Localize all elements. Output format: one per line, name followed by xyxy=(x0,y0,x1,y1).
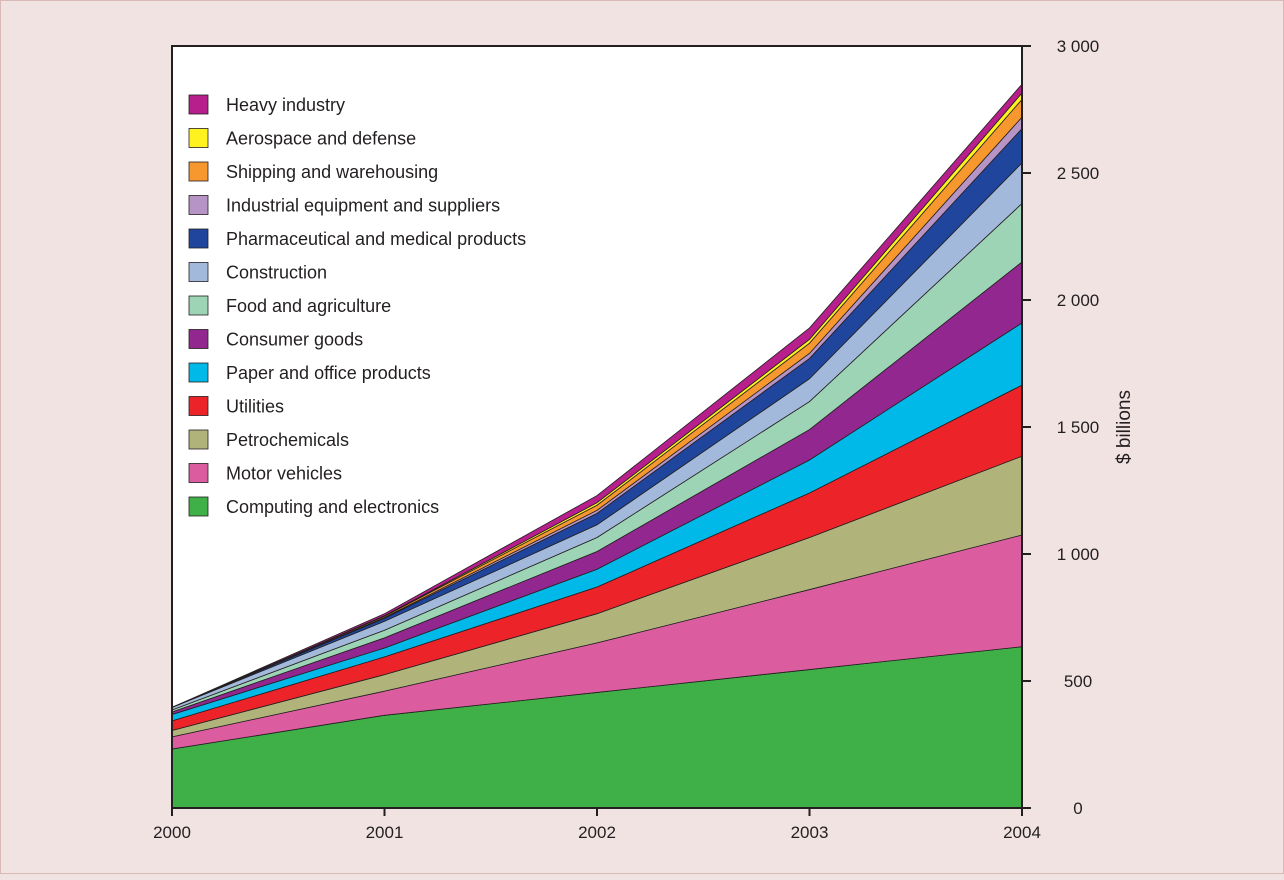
legend-swatch xyxy=(188,329,209,349)
legend-swatch xyxy=(188,228,209,249)
legend-label: Consumer goods xyxy=(226,330,363,350)
legend-label: Petrochemicals xyxy=(226,430,349,450)
y-axis-title: $ billions xyxy=(1114,390,1135,464)
legend-item-aerospace-and-defense: Aerospace and defense xyxy=(188,128,416,149)
legend-item-motor-vehicles: Motor vehicles xyxy=(188,463,342,484)
legend-item-paper-and-office-products: Paper and office products xyxy=(188,362,431,383)
legend-label: Aerospace and defense xyxy=(226,129,416,149)
y-axis: 0 500 1 000 1 500 2 000 2 500 3 000 xyxy=(1022,37,1099,818)
legend-swatch xyxy=(188,94,209,115)
x-axis: 2000 2001 2002 2003 2004 xyxy=(153,808,1041,842)
legend-swatch xyxy=(188,195,209,215)
legend-item-heavy-industry: Heavy industry xyxy=(188,94,345,115)
x-tick-label: 2001 xyxy=(366,823,404,842)
legend-label: Heavy industry xyxy=(226,95,345,115)
y-tick-label: 1 500 xyxy=(1057,418,1100,437)
legend-item-shipping-and-warehousing: Shipping and warehousing xyxy=(188,161,438,182)
legend: Heavy industry Aerospace and defense Shipp… xyxy=(188,94,526,517)
legend-label: Utilities xyxy=(226,397,284,417)
legend-swatch xyxy=(188,463,209,483)
x-tick-label: 2004 xyxy=(1003,823,1041,842)
legend-label: Pharmaceutical and medical products xyxy=(226,229,526,249)
legend-swatch xyxy=(188,362,209,383)
legend-item-food-and-agriculture: Food and agriculture xyxy=(188,295,391,316)
x-tick-label: 2000 xyxy=(153,823,191,842)
legend-label: Motor vehicles xyxy=(226,464,342,484)
y-tick-label: 1 000 xyxy=(1057,545,1100,564)
legend-item-computing-and-electronics: Computing and electronics xyxy=(188,496,439,517)
legend-item-petrochemicals: Petrochemicals xyxy=(188,429,349,450)
legend-swatch xyxy=(188,496,209,517)
legend-item-pharmaceutical-and-medical-products: Pharmaceutical and medical products xyxy=(188,228,526,249)
y-tick-label: 2 000 xyxy=(1057,291,1100,310)
x-tick-label: 2002 xyxy=(578,823,616,842)
legend-label: Industrial equipment and suppliers xyxy=(226,196,500,216)
legend-swatch xyxy=(188,396,209,416)
legend-swatch xyxy=(188,262,209,282)
legend-label: Paper and office products xyxy=(226,363,431,383)
legend-item-industrial-equipment-and-suppliers: Industrial equipment and suppliers xyxy=(188,195,500,216)
y-tick-label: 2 500 xyxy=(1057,164,1100,183)
legend-swatch xyxy=(188,161,209,182)
legend-item-construction: Construction xyxy=(188,262,327,283)
legend-label: Shipping and warehousing xyxy=(226,162,438,182)
legend-swatch xyxy=(188,429,209,450)
legend-swatch xyxy=(188,128,209,148)
legend-item-utilities: Utilities xyxy=(188,396,284,417)
y-tick-label: 3 000 xyxy=(1057,37,1100,56)
y-tick-label: 0 xyxy=(1073,799,1082,818)
legend-label: Computing and electronics xyxy=(226,497,439,517)
legend-label: Food and agriculture xyxy=(226,296,391,316)
legend-swatch xyxy=(188,295,209,316)
legend-label: Construction xyxy=(226,263,327,283)
legend-item-consumer-goods: Consumer goods xyxy=(188,329,363,350)
y-tick-label: 500 xyxy=(1064,672,1092,691)
x-tick-label: 2003 xyxy=(791,823,829,842)
